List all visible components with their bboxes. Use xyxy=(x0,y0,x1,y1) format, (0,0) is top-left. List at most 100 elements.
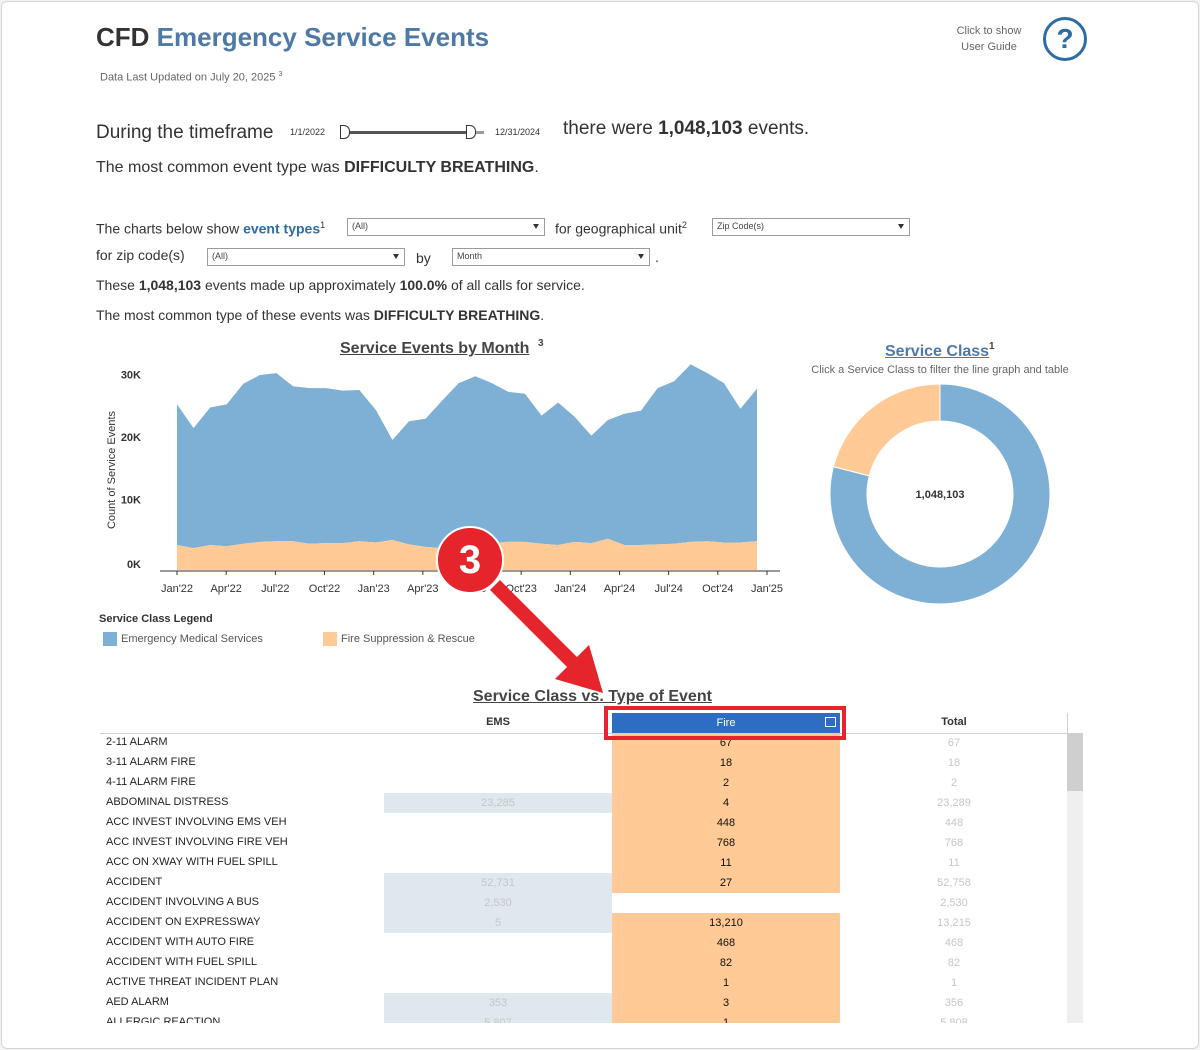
sort-menu-icon[interactable] xyxy=(825,717,836,727)
zip-code-dropdown[interactable]: (All) xyxy=(207,248,405,266)
row-label: ACC INVEST INVOLVING FIRE VEH xyxy=(106,836,288,848)
summary-percent: 100.0% xyxy=(399,277,448,293)
table-row[interactable]: ABDOMINAL DISTRESS 23,285 4 23,289 xyxy=(100,793,1068,813)
table-row[interactable]: ACCIDENT WITH FUEL SPILL 82 82 xyxy=(100,953,1068,973)
ems-cell[interactable]: 52,731 xyxy=(384,873,612,893)
fire-cell[interactable]: 2 xyxy=(612,773,840,793)
series-area-ems[interactable] xyxy=(177,364,757,549)
ems-cell[interactable] xyxy=(384,753,612,773)
ems-cell[interactable] xyxy=(384,933,612,953)
row-label: ACCIDENT WITH AUTO FIRE xyxy=(106,936,255,948)
total-cell[interactable]: 2 xyxy=(950,777,958,789)
total-cell[interactable]: 448 xyxy=(944,817,964,829)
ems-cell[interactable]: 5,807 xyxy=(384,1013,612,1023)
row-label: ACTIVE THREAT INCIDENT PLAN xyxy=(106,976,279,988)
fire-cell[interactable]: 768 xyxy=(612,833,840,853)
total-cell[interactable]: 52,758 xyxy=(937,877,971,889)
fire-cell[interactable] xyxy=(612,893,840,913)
x-tick-label: Apr'22 xyxy=(210,583,241,595)
total-cell[interactable]: 23,289 xyxy=(937,797,971,809)
fire-cell[interactable]: 1 xyxy=(612,973,840,993)
summary-middle: events made up approximately xyxy=(205,277,396,293)
row-label: 3-11 ALARM FIRE xyxy=(106,756,196,768)
slider-end-handle[interactable] xyxy=(466,125,476,139)
table-row[interactable]: ACCIDENT WITH AUTO FIRE 468 468 xyxy=(100,933,1068,953)
area-chart[interactable]: 0K 10K 20K 30K Jan'22 Apr'22 Jul'22 Oct'22 Jan'2… xyxy=(0,0,800,600)
event-types-value: (All) xyxy=(352,221,368,231)
donut-slice-fire[interactable] xyxy=(832,383,941,477)
total-cell[interactable]: 82 xyxy=(947,957,961,969)
ems-cell[interactable] xyxy=(384,733,612,753)
help-icon[interactable]: ? xyxy=(1043,17,1087,61)
total-cell[interactable]: 18 xyxy=(947,757,961,769)
ems-cell[interactable] xyxy=(384,973,612,993)
fire-cell[interactable]: 18 xyxy=(612,753,840,773)
table-body[interactable]: 2-11 ALARM 67 67 3-11 ALARM FIRE 18 18 4-11 AL… xyxy=(100,733,1068,1023)
col-header-fire[interactable]: Fire xyxy=(612,713,840,733)
legend-swatch-fire[interactable] xyxy=(323,632,337,646)
fire-cell[interactable]: 27 xyxy=(612,873,840,893)
geo-unit-dropdown[interactable]: Zip Code(s) xyxy=(712,218,910,236)
table-row[interactable]: ACCIDENT ON EXPRESSWAY 5 13,210 13,215 xyxy=(100,913,1068,933)
ems-cell[interactable]: 2,530 xyxy=(384,893,612,913)
geo-label: for geographical unit2 xyxy=(555,220,687,237)
total-cell[interactable]: 356 xyxy=(944,997,964,1009)
scrollbar-thumb[interactable] xyxy=(1067,733,1083,791)
legend-label-fire: Fire Suppression & Rescue xyxy=(341,633,475,645)
ems-cell[interactable] xyxy=(384,853,612,873)
donut-subtitle: Click a Service Class to filter the line… xyxy=(811,364,1069,376)
table-row[interactable]: ALLERGIC REACTION 5,807 1 5,808 xyxy=(100,1013,1068,1023)
total-cell[interactable]: 11 xyxy=(948,857,960,869)
total-cell[interactable]: 2,530 xyxy=(940,897,968,909)
fire-cell[interactable]: 82 xyxy=(612,953,840,973)
table-row[interactable]: ACTIVE THREAT INCIDENT PLAN 1 1 xyxy=(100,973,1068,993)
ems-cell[interactable]: 23,285 xyxy=(384,793,612,813)
event-count-sentence: there were 1,048,103 events. xyxy=(563,118,809,140)
x-tick-label: Oct'22 xyxy=(309,583,340,595)
col-header-total[interactable]: Total xyxy=(941,716,967,728)
table-row[interactable]: ACCIDENT INVOLVING A BUS 2,530 2,530 xyxy=(100,893,1068,913)
table-row[interactable]: 4-11 ALARM FIRE 2 2 xyxy=(100,773,1068,793)
slider-start-handle[interactable] xyxy=(340,125,350,139)
x-tick-label: Jan'24 xyxy=(554,583,586,595)
fire-cell[interactable]: 4 xyxy=(612,793,840,813)
total-cell[interactable]: 1 xyxy=(950,977,958,989)
legend-swatch-ems[interactable] xyxy=(103,632,117,646)
table-row[interactable]: 2-11 ALARM 67 67 xyxy=(100,733,1068,753)
table-row[interactable]: ACC INVEST INVOLVING FIRE VEH 768 768 xyxy=(100,833,1068,853)
fire-cell[interactable]: 3 xyxy=(612,993,840,1013)
fire-cell[interactable]: 11 xyxy=(612,853,840,873)
event-count-suffix: events. xyxy=(747,118,810,139)
fire-cell[interactable]: 13,210 xyxy=(612,913,840,933)
col-header-ems[interactable]: EMS xyxy=(486,716,510,728)
last-updated: Data Last Updated on July 20, 2025 3 xyxy=(100,71,282,84)
ems-cell[interactable]: 353 xyxy=(384,993,612,1013)
x-tick-label: Jan'25 xyxy=(751,583,783,595)
total-cell[interactable]: 13,215 xyxy=(937,917,971,929)
donut-chart[interactable]: 1,048,103 xyxy=(820,374,1060,614)
common-type-prefix: The most common type of these events was xyxy=(96,307,370,323)
table-row[interactable]: 3-11 ALARM FIRE 18 18 xyxy=(100,753,1068,773)
ems-cell[interactable] xyxy=(384,833,612,853)
table-scrollbar[interactable] xyxy=(1067,733,1083,1023)
ems-cell[interactable] xyxy=(384,813,612,833)
user-guide-link[interactable]: Click to show User Guide xyxy=(940,23,1038,55)
ems-cell[interactable] xyxy=(384,773,612,793)
total-cell[interactable]: 768 xyxy=(944,837,964,849)
total-cell[interactable]: 468 xyxy=(944,937,964,949)
table-row[interactable]: ACC ON XWAY WITH FUEL SPILL 11 11 xyxy=(100,853,1068,873)
event-types-dropdown[interactable]: (All) xyxy=(347,218,545,236)
total-cell[interactable]: 5,808 xyxy=(940,1017,968,1023)
ems-cell[interactable] xyxy=(384,953,612,973)
donut-slice-ems[interactable] xyxy=(829,383,1051,605)
table-row[interactable]: AED ALARM 353 3 356 xyxy=(100,993,1068,1013)
fire-cell[interactable]: 448 xyxy=(612,813,840,833)
fire-cell[interactable]: 468 xyxy=(612,933,840,953)
ems-cell[interactable]: 5 xyxy=(384,913,612,933)
period-dropdown[interactable]: Month xyxy=(452,248,650,266)
table-row[interactable]: ACCIDENT 52,731 27 52,758 xyxy=(100,873,1068,893)
total-cell[interactable]: 67 xyxy=(947,737,961,749)
table-row[interactable]: ACC INVEST INVOLVING EMS VEH 448 448 xyxy=(100,813,1068,833)
fire-cell[interactable]: 1 xyxy=(612,1013,840,1023)
period-value: Month xyxy=(457,251,483,261)
